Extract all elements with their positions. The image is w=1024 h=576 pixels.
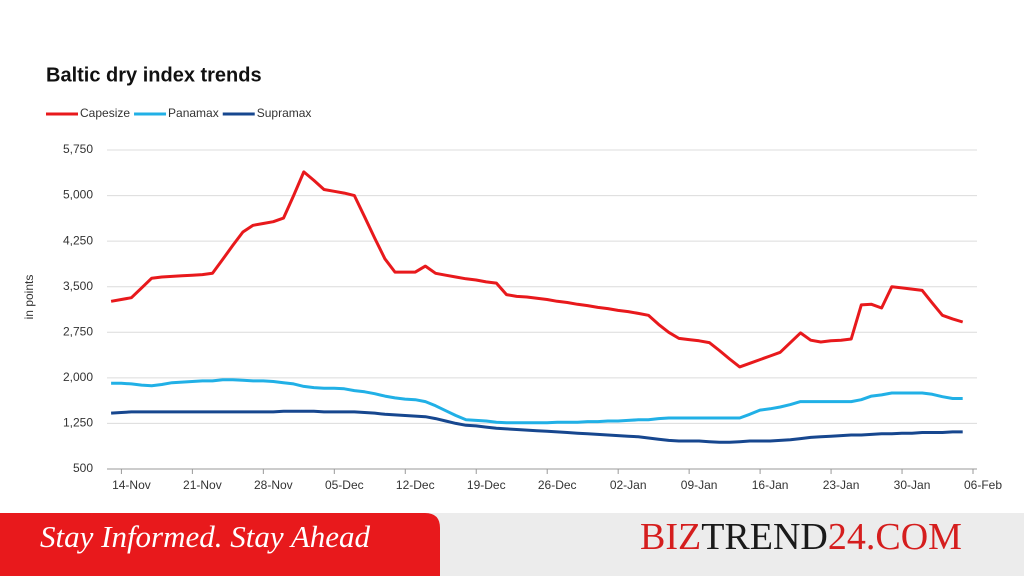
x-tick-label: 02-Jan: [610, 478, 647, 492]
x-tick-label: 09-Jan: [681, 478, 718, 492]
y-tick-label: 1,250: [63, 416, 93, 430]
x-tick-label: 19-Dec: [467, 478, 506, 492]
x-tick-label: 23-Jan: [823, 478, 860, 492]
y-tick-label: 5,750: [63, 142, 93, 156]
legend-label: Capesize: [80, 106, 130, 120]
y-tick-label: 2,750: [63, 324, 93, 338]
legend: Capesize Panamax Supramax: [46, 106, 311, 120]
x-tick-label: 16-Jan: [752, 478, 789, 492]
brand-part: BIZ: [640, 516, 701, 558]
series-line: [110, 170, 964, 369]
x-tick-label: 21-Nov: [183, 478, 222, 492]
brand-part: 24.COM: [828, 516, 962, 558]
y-tick-label: 3,500: [63, 279, 93, 293]
x-tick-label: 06-Feb: [964, 478, 1002, 492]
x-tick-label: 30-Jan: [894, 478, 931, 492]
x-tick-label: 26-Dec: [538, 478, 577, 492]
brand-part: TREND: [701, 516, 828, 558]
x-tick-label: 28-Nov: [254, 478, 293, 492]
y-tick-label: 4,250: [63, 233, 93, 247]
banner-tag: [0, 513, 440, 576]
y-tick-label: 500: [73, 461, 93, 475]
chart-title: Baltic dry index trends: [46, 64, 262, 86]
brand: BIZTREND24.COM: [640, 516, 962, 558]
banner-tagline: Stay Informed. Stay Ahead: [40, 519, 371, 554]
x-tick-label: 05-Dec: [325, 478, 364, 492]
series-line: [111, 409, 963, 444]
x-tick-label: 14-Nov: [112, 478, 151, 492]
legend-label: Panamax: [168, 106, 219, 120]
series-line: [111, 378, 963, 425]
y-axis-label: in points: [22, 275, 36, 320]
x-tick-label: 12-Dec: [396, 478, 435, 492]
legend-label: Supramax: [257, 106, 312, 120]
plot: 500 1,250 2,000 2,750 3,500 4,250 5,000 5,750 14…: [63, 142, 1002, 492]
y-tick-label: 5,000: [63, 188, 93, 202]
y-tick-label: 2,000: [63, 370, 93, 384]
